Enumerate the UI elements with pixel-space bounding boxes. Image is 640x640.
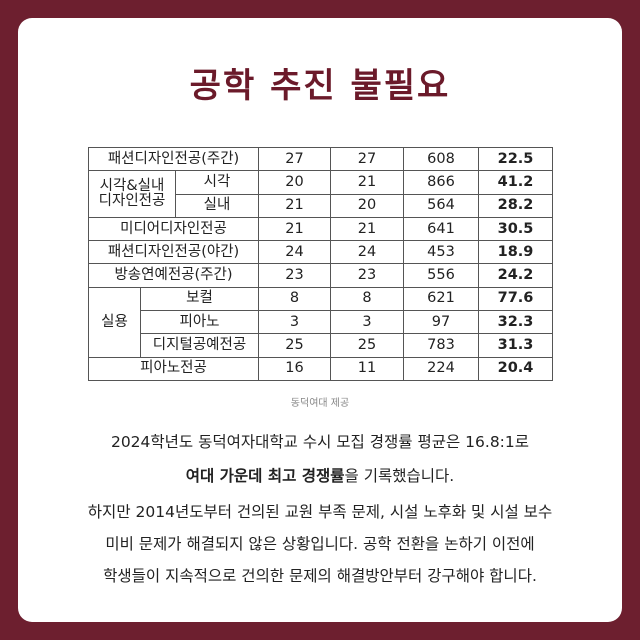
table-row: 패션디자인전공(야간) 24 24 453 18.9 [88,240,553,265]
value-cell: 8 [258,286,331,312]
label-cell: 피아노전공 [88,356,259,381]
text: 을 기록했습니다. [344,467,455,485]
rate-cell: 24.2 [478,263,553,288]
label-cell: 실내 [175,193,259,218]
label-cell: 보컬 [140,286,259,312]
value-cell: 641 [403,216,479,242]
value-cell: 621 [403,286,479,312]
table-body: 패션디자인전공(주간) 27 27 608 22.5 시각&실내 디자인전공 시각 20 21 86… [88,146,553,381]
value-cell: 97 [403,310,479,335]
text-line: 하지만 2014년도부터 건의된 교원 부족 문제, 시설 노후화 및 시설 보… [87,503,553,521]
label-cell: 피아노 [140,310,259,335]
value-cell: 24 [330,240,404,265]
value-cell: 224 [403,356,479,381]
text-line: 여대 가운데 최고 경쟁률을 기록했습니다. [18,464,622,486]
table-row: 실용 보컬 8 8 621 77.6 [88,286,553,358]
rate-cell: 20.4 [478,356,553,381]
table-row: 디지털공예전공 25 25 783 31.3 [89,333,553,358]
value-cell: 21 [330,216,404,242]
text-line: 미비 문제가 해결되지 않은 상황입니다. 공학 전환을 논하기 이전에 [105,535,535,553]
rate-cell: 31.3 [478,333,553,358]
value-cell: 783 [403,333,479,358]
value-cell: 3 [258,310,331,335]
value-cell: 3 [330,310,404,335]
value-cell: 23 [258,263,331,288]
rate-cell: 30.5 [478,216,553,242]
value-cell: 27 [258,146,331,172]
value-cell: 453 [403,240,479,265]
value-cell: 23 [330,263,404,288]
cell-line: 시각&실내 [99,178,165,195]
value-cell: 21 [258,216,331,242]
value-cell: 21 [258,193,331,218]
title: 공학 추진 불필요 [189,66,451,106]
label-cell: 방송연예전공(주간) [88,263,259,288]
rate-cell: 41.2 [478,170,553,195]
label-cell: 시각 [175,170,259,195]
bold-text: 여대 가운데 최고 경쟁률 [185,467,345,485]
group-cell: 시각&실내 디자인전공 [88,170,176,218]
rate-cell: 28.2 [478,193,553,218]
cell-line: 디자인전공 [98,193,166,210]
table-row: 시각&실내 디자인전공 시각 20 21 866 41.2 [88,170,553,218]
rate-cell: 32.3 [478,310,553,335]
label-cell: 패션디자인전공(야간) [88,240,259,265]
text-line: 학생들이 지속적으로 건의한 문제의 해결방안부터 강구해야 합니다. [103,567,537,585]
table-row: 실내 21 20 564 28.2 [89,193,553,218]
value-cell: 16 [258,356,331,381]
table-row: 피아노전공 16 11 224 20.4 [88,356,553,381]
value-cell: 564 [403,193,479,218]
label-cell: 패션디자인전공(주간) [88,146,259,172]
value-cell: 24 [258,240,331,265]
card: 공학 추진 불필요 패션디자인전공(주간) 27 27 608 22.5 시각&실내 디자인… [18,18,622,622]
value-cell: 11 [330,356,404,381]
table-row: 패션디자인전공(주간) 27 27 608 22.5 [88,146,553,172]
value-cell: 27 [330,146,404,172]
value-cell: 556 [403,263,479,288]
value-cell: 20 [330,193,404,218]
value-cell: 25 [258,333,331,358]
value-cell: 866 [403,170,479,195]
table-row: 방송연예전공(주간) 23 23 556 24.2 [88,263,553,288]
label-cell: 미디어디자인전공 [88,216,259,242]
value-cell: 20 [258,170,331,195]
rate-cell: 22.5 [478,146,553,172]
data-table: 패션디자인전공(주간) 27 27 608 22.5 시각&실내 디자인전공 시각 20 21 86… [88,146,553,381]
value-cell: 21 [330,170,404,195]
table-row: 피아노 3 3 97 32.3 [89,310,553,335]
value-cell: 8 [330,286,404,312]
rate-cell: 77.6 [478,286,553,312]
label-cell: 실용 [88,286,141,358]
caption: 동덕여대 제공 [290,398,350,409]
value-cell: 608 [403,146,479,172]
table-row: 미디어디자인전공 21 21 641 30.5 [88,216,553,242]
label-cell: 디지털공예전공 [140,333,259,358]
rate-cell: 18.9 [478,240,553,265]
value-cell: 25 [330,333,404,358]
text-line: 2024학년도 동덕여자대학교 수시 모집 경쟁률 평균은 16.8:1로 [110,433,530,451]
